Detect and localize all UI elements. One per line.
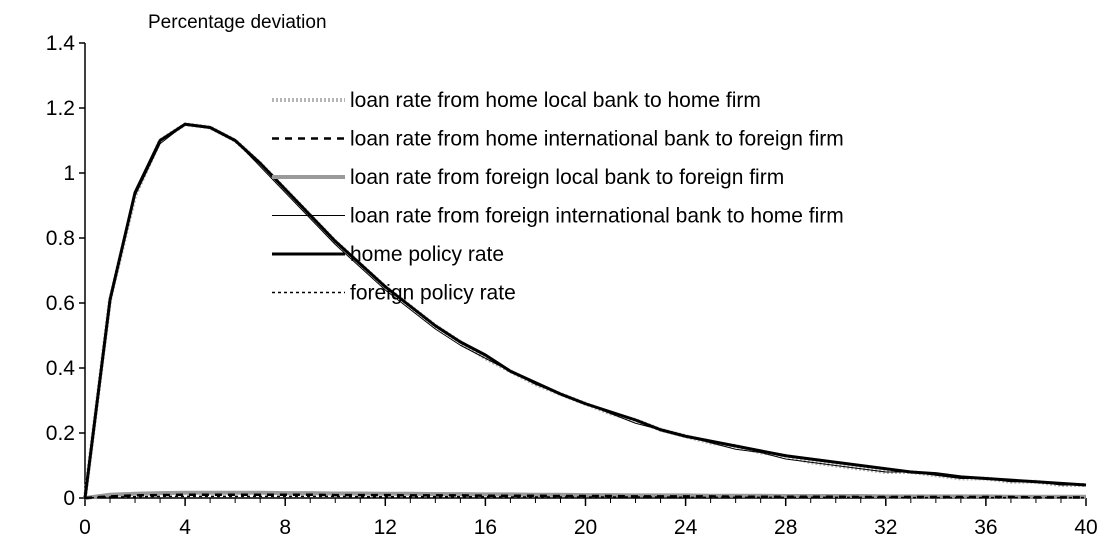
legend-label-2: loan rate from home international bank t… bbox=[350, 128, 844, 151]
y-tick-label: 0.2 bbox=[46, 422, 75, 445]
x-tick-label: 20 bbox=[574, 516, 597, 539]
axes: 0 0.2 0.4 0.6 0.8 1 1.2 1.4 0 4 8 12 16 20 24 28 32 36 40 bbox=[46, 32, 1098, 539]
legend-label-3: loan rate from foreign local bank to for… bbox=[350, 166, 784, 189]
legend-label-5: home policy rate bbox=[350, 243, 504, 266]
x-tick-label: 28 bbox=[774, 516, 797, 539]
series-line-6 bbox=[84, 495, 1086, 499]
y-tick-label: 0.4 bbox=[46, 357, 76, 380]
legend-label-1: loan rate from home local bank to home f… bbox=[350, 89, 761, 112]
x-tick-label: 8 bbox=[279, 516, 291, 539]
x-tick-label: 32 bbox=[874, 516, 897, 539]
series-layer bbox=[83, 122, 1087, 500]
y-tick-label: 1 bbox=[63, 162, 75, 185]
y-tick-label: 0.6 bbox=[46, 292, 75, 315]
y-tick-label: 1.2 bbox=[46, 97, 75, 120]
x-tick-label: 4 bbox=[179, 516, 191, 539]
y-tick-label: 0 bbox=[63, 487, 75, 510]
x-tick-label: 24 bbox=[674, 516, 698, 539]
y-tick-label: 1.4 bbox=[46, 32, 76, 55]
legend: loan rate from home local bank to home f… bbox=[272, 89, 844, 305]
y-axis-label: Percentage deviation bbox=[148, 12, 327, 33]
legend-label-6: foreign policy rate bbox=[350, 282, 516, 305]
x-tick-label: 40 bbox=[1074, 516, 1097, 539]
series-line-5 bbox=[83, 122, 1087, 499]
x-tick-label: 36 bbox=[974, 516, 997, 539]
x-tick-label: 0 bbox=[79, 516, 91, 539]
x-tick-label: 16 bbox=[474, 516, 497, 539]
legend-label-4: loan rate from foreign international ban… bbox=[350, 205, 844, 228]
x-tick-label: 12 bbox=[374, 516, 397, 539]
y-tick-label: 0.8 bbox=[46, 227, 75, 250]
